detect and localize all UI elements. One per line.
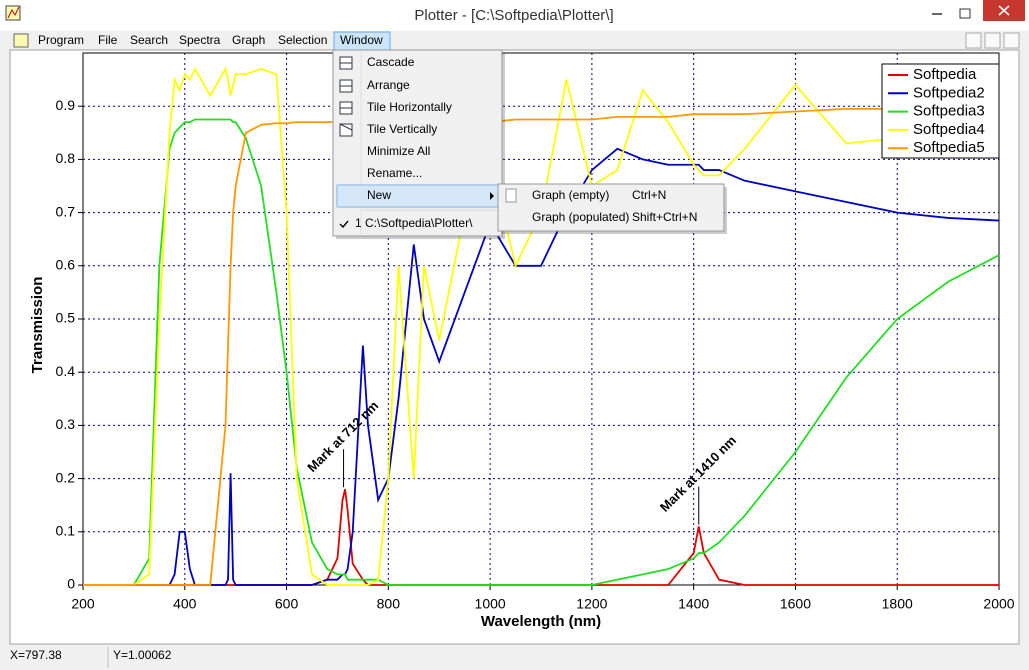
submenu xyxy=(497,183,725,232)
dropdown xyxy=(332,49,503,237)
status-bar xyxy=(0,645,1029,670)
title-bar xyxy=(0,0,1029,31)
status-y: Y=1.00062 xyxy=(113,648,172,662)
x-tick-label: 800 xyxy=(377,596,401,612)
menu-icon xyxy=(339,123,353,137)
submenu-item[interactable]: Graph (empty) xyxy=(532,188,609,202)
menu-item[interactable]: File xyxy=(98,33,118,47)
submenu-arrow xyxy=(490,192,494,200)
status-x: X=797.38 xyxy=(10,648,62,662)
doc-icon xyxy=(13,33,29,48)
mdi-buttons xyxy=(965,32,1020,49)
menu-icon xyxy=(339,123,353,131)
maximize-button[interactable] xyxy=(959,8,971,19)
plot-canvas xyxy=(9,49,1020,645)
y-tick-label: 0.9 xyxy=(56,97,76,113)
dropdown-highlight xyxy=(336,184,499,208)
submenu-shortcut: Shift+Ctrl+N xyxy=(632,210,697,224)
x-tick-label: 1800 xyxy=(882,596,913,612)
legend-label: Softpedia2 xyxy=(913,84,985,101)
y-tick-label: 0.8 xyxy=(56,150,76,166)
menu-item[interactable]: Spectra xyxy=(179,33,221,47)
mdi-minimize[interactable] xyxy=(965,32,982,49)
x-tick-label: 600 xyxy=(275,596,299,612)
series-line xyxy=(83,118,1000,586)
x-axis-label: Wavelength (nm) xyxy=(481,613,601,630)
y-tick-label: 0.1 xyxy=(56,523,76,539)
x-tick-label: 2000 xyxy=(983,596,1014,612)
menu-item[interactable]: Graph xyxy=(232,33,265,47)
y-tick-label: 0.5 xyxy=(56,310,76,326)
x-tick-label: 1600 xyxy=(780,596,811,612)
dropdown-item[interactable]: Cascade xyxy=(367,55,415,69)
menu-item[interactable]: Selection xyxy=(278,33,327,47)
mdi-restore[interactable] xyxy=(984,32,1001,49)
close-icon xyxy=(998,5,1010,16)
menu-item[interactable]: Search xyxy=(130,33,168,47)
y-tick-label: 0.7 xyxy=(56,203,76,219)
y-tick-label: 0.6 xyxy=(56,257,76,273)
submenu-icon xyxy=(505,188,517,203)
app-icon-line xyxy=(7,6,20,19)
legend-label: Softpedia3 xyxy=(913,103,985,120)
dropdown-item[interactable]: New xyxy=(367,188,391,202)
dropdown-item[interactable]: Minimize All xyxy=(367,144,430,158)
legend-label: Softpedia4 xyxy=(913,121,985,138)
legend-label: Softpedia xyxy=(913,66,977,83)
dropdown-item[interactable]: Tile Horizontally xyxy=(367,100,452,114)
y-tick-label: 0.4 xyxy=(56,363,76,379)
check-mark xyxy=(339,220,349,229)
submenu-item[interactable]: Graph (populated) xyxy=(532,210,629,224)
y-tick-label: 0.3 xyxy=(56,416,76,432)
app-icon xyxy=(5,5,21,21)
x-tick-label: 1200 xyxy=(576,596,607,612)
dropdown-item[interactable]: Tile Vertically xyxy=(367,122,437,136)
legend-label: Softpedia5 xyxy=(913,139,985,156)
menu-item[interactable]: Program xyxy=(38,33,84,47)
y-tick-label: 0 xyxy=(67,576,75,592)
submenu-shortcut: Ctrl+N xyxy=(632,188,666,202)
x-tick-label: 200 xyxy=(71,596,95,612)
window-title: Plotter - [C:\Softpedia\Plotter\] xyxy=(414,7,613,24)
x-tick-label: 400 xyxy=(173,596,197,612)
series-line xyxy=(83,66,1000,586)
dropdown-item[interactable]: Rename... xyxy=(367,166,422,180)
y-axis-label: Transmission xyxy=(29,277,46,374)
dropdown-item[interactable]: 1 C:\Softpedia\Plotter\ xyxy=(355,216,473,230)
y-tick-label: 0.2 xyxy=(56,469,76,485)
menus: Program File Search Spectra Graph Selection Wi… xyxy=(38,33,727,239)
dropdown-item[interactable]: Arrange xyxy=(367,78,410,92)
menu-bar xyxy=(0,31,1029,50)
x-tick-label: 1400 xyxy=(678,596,709,612)
menu-item[interactable]: Window xyxy=(340,33,383,47)
mdi-close[interactable] xyxy=(1003,32,1020,49)
x-tick-label: 1000 xyxy=(475,596,506,612)
